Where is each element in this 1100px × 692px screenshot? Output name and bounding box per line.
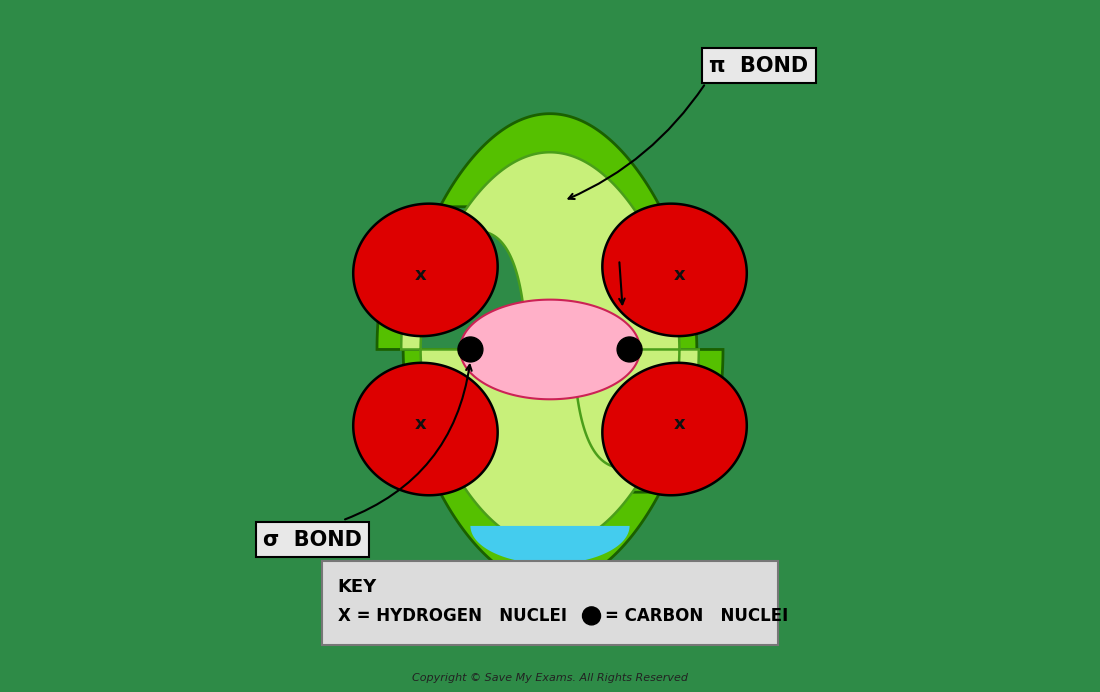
- Text: x: x: [673, 415, 685, 433]
- FancyBboxPatch shape: [321, 561, 779, 645]
- Text: Copyright © Save My Exams. All Rights Reserved: Copyright © Save My Exams. All Rights Re…: [412, 673, 688, 683]
- Circle shape: [458, 337, 483, 362]
- Circle shape: [583, 607, 601, 625]
- Text: σ  BOND: σ BOND: [263, 530, 362, 549]
- Text: x: x: [673, 266, 685, 284]
- Polygon shape: [353, 203, 497, 336]
- Text: x: x: [415, 415, 427, 433]
- Polygon shape: [377, 113, 723, 585]
- Text: KEY: KEY: [338, 578, 377, 596]
- Polygon shape: [527, 329, 573, 345]
- Text: x: x: [415, 266, 427, 284]
- Polygon shape: [402, 152, 698, 547]
- Text: X = HYDROGEN   NUCLEI: X = HYDROGEN NUCLEI: [338, 607, 566, 625]
- Polygon shape: [603, 203, 747, 336]
- Text: π  BOND: π BOND: [710, 56, 808, 75]
- Polygon shape: [603, 363, 747, 495]
- Circle shape: [617, 337, 642, 362]
- Polygon shape: [460, 300, 640, 399]
- Polygon shape: [353, 363, 497, 495]
- Text: = CARBON   NUCLEI: = CARBON NUCLEI: [605, 607, 789, 625]
- Polygon shape: [471, 526, 629, 564]
